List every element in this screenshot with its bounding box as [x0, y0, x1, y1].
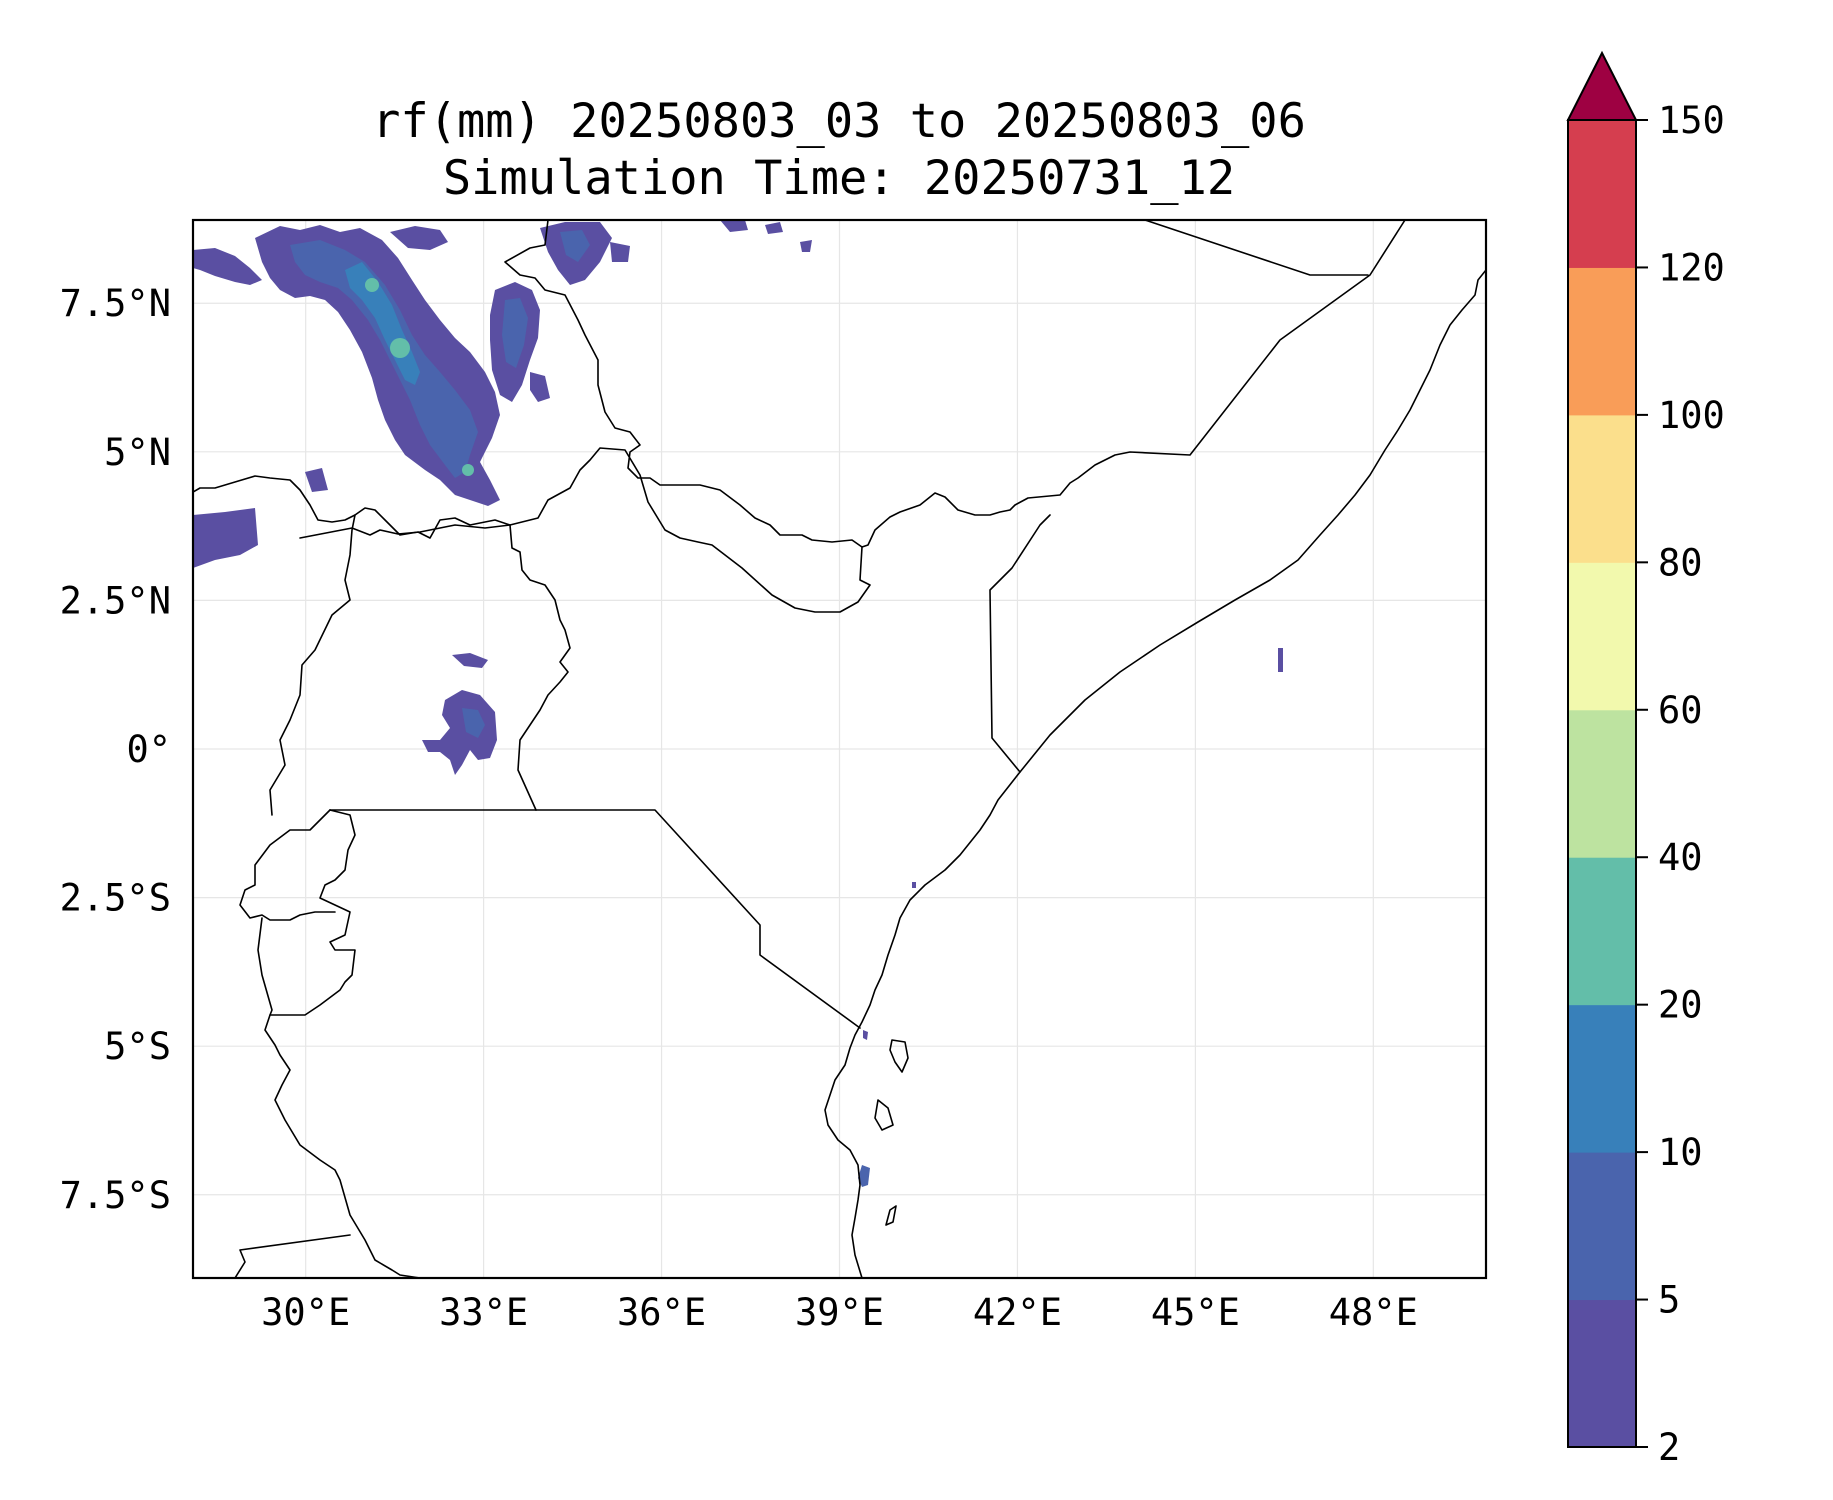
lat-tick-label: 7.5°S [60, 1174, 171, 1217]
island-mafia [885, 1205, 897, 1226]
colorbar-tick-label: 60 [1658, 689, 1703, 732]
rain-cell-heavy [390, 338, 410, 358]
rain-area-ethiopia-ne [610, 242, 630, 262]
colorbar-block [1568, 1004, 1636, 1153]
lon-tick-label: 45°E [1151, 1291, 1240, 1334]
rain-area-lake-north [452, 653, 488, 668]
gridlines [193, 220, 1486, 1278]
border-ethiopia-somalia-north [1144, 220, 1369, 276]
border-uganda-drc [269, 514, 356, 816]
country-borders [193, 220, 1486, 1278]
border-uganda-west [299, 524, 571, 811]
rain-area-ethiopia-sw-inner [502, 298, 528, 368]
rain-area-coast-dot [912, 882, 916, 888]
border-lake-tanganyika [257, 917, 273, 1016]
colorbar-ticks: 2 5 10 20 40 60 80 100 120 150 [1636, 99, 1725, 1469]
island-zanzibar [874, 1099, 894, 1131]
border-rwanda-burundi [264, 809, 421, 1278]
rain-area-north-strip-2 [390, 226, 448, 250]
colorbar-frame [1567, 119, 1637, 1448]
lat-tick-label: 2.5°N [60, 579, 171, 622]
border-burundi-west [239, 809, 336, 921]
title-line-2: Simulation Time: 20250731_12 [443, 151, 1235, 206]
border-zambia [234, 1234, 351, 1278]
lon-tick-label: 42°E [973, 1291, 1062, 1334]
colorbar-block [1568, 857, 1636, 1006]
rain-area-top-right-1 [720, 220, 748, 232]
map-frame [191, 218, 1488, 1280]
border-kenya-somalia [989, 514, 1051, 773]
rain-cell-heavy-3 [462, 464, 474, 476]
rain-area-pemba [863, 1030, 868, 1040]
colorbar: 2 5 10 20 40 60 80 100 120 150 [1566, 50, 1725, 1469]
colorbar-tick-label: 100 [1658, 394, 1725, 437]
colorbar-block [1568, 267, 1636, 416]
longitude-ticks: 30°E 33°E 36°E 39°E 42°E 45°E 48°E [261, 1291, 1418, 1334]
lat-tick-label: 7.5°N [60, 282, 171, 325]
title-line-1: rf(mm) 20250803_03 to 20250803_06 [372, 94, 1306, 149]
lat-tick-label: 5°S [104, 1025, 171, 1068]
colorbar-block [1568, 414, 1636, 563]
coastline-east-africa [824, 269, 1486, 1278]
border-south-sudan-kenya [193, 447, 871, 613]
colorbar-tick-label: 120 [1658, 246, 1725, 289]
rain-cell-heavy-2 [365, 278, 379, 292]
colorbar-tick-label: 150 [1658, 99, 1725, 142]
rain-area-south-sudan-inner [290, 240, 478, 478]
colorbar-block [1568, 1299, 1636, 1448]
latitude-ticks: 7.5°N 5°N 2.5°N 0° 2.5°S 5°S 7.5°S [60, 282, 171, 1217]
lat-tick-label: 2.5°S [60, 877, 171, 920]
rain-area-zanzibar [858, 1165, 870, 1187]
rain-area-gambela-small [530, 372, 550, 402]
colorbar-block [1568, 709, 1636, 858]
colorbar-tick-label: 2 [1658, 1426, 1680, 1469]
colorbar-tick-label: 80 [1658, 541, 1703, 584]
rain-area-top-right-3 [800, 240, 812, 252]
rain-area-drc-dots [305, 468, 328, 492]
colorbar-tick-label: 40 [1658, 836, 1703, 879]
rain-area-top-right-2 [765, 222, 783, 234]
island-pemba [889, 1039, 909, 1073]
border-south-sudan-ethiopia [504, 220, 1406, 548]
rain-area-ethiopia-north-2 [560, 230, 590, 262]
lat-tick-label: 5°N [104, 431, 171, 474]
rain-area-north-strip [193, 248, 262, 285]
rain-area-lake-victoria [422, 690, 497, 775]
border-kenya-tanzania [535, 809, 861, 1029]
lon-tick-label: 48°E [1329, 1291, 1418, 1334]
rainfall-fields [193, 220, 1283, 1187]
lon-tick-label: 39°E [795, 1291, 884, 1334]
lon-tick-label: 36°E [617, 1291, 706, 1334]
lon-tick-label: 33°E [439, 1291, 528, 1334]
rain-area-somali-sea [1278, 648, 1283, 672]
rain-area-lake-victoria-inner [462, 708, 485, 738]
colorbar-extend-triangle [1566, 50, 1638, 121]
colorbar-blocks [1568, 120, 1636, 1448]
map-axes[interactable]: 30°E 33°E 36°E 39°E 42°E 45°E 48°E 7.5°N 5°N 2.5… [60, 218, 1488, 1334]
lat-tick-label: 0° [126, 728, 171, 771]
colorbar-tick-label: 10 [1658, 1131, 1703, 1174]
rain-area-drc-edge [193, 508, 258, 568]
colorbar-tick-label: 20 [1658, 984, 1703, 1027]
colorbar-block [1568, 1152, 1636, 1301]
colorbar-tick-label: 5 [1658, 1279, 1680, 1322]
lon-tick-label: 30°E [261, 1291, 350, 1334]
colorbar-block [1568, 120, 1636, 268]
colorbar-block [1568, 562, 1636, 711]
